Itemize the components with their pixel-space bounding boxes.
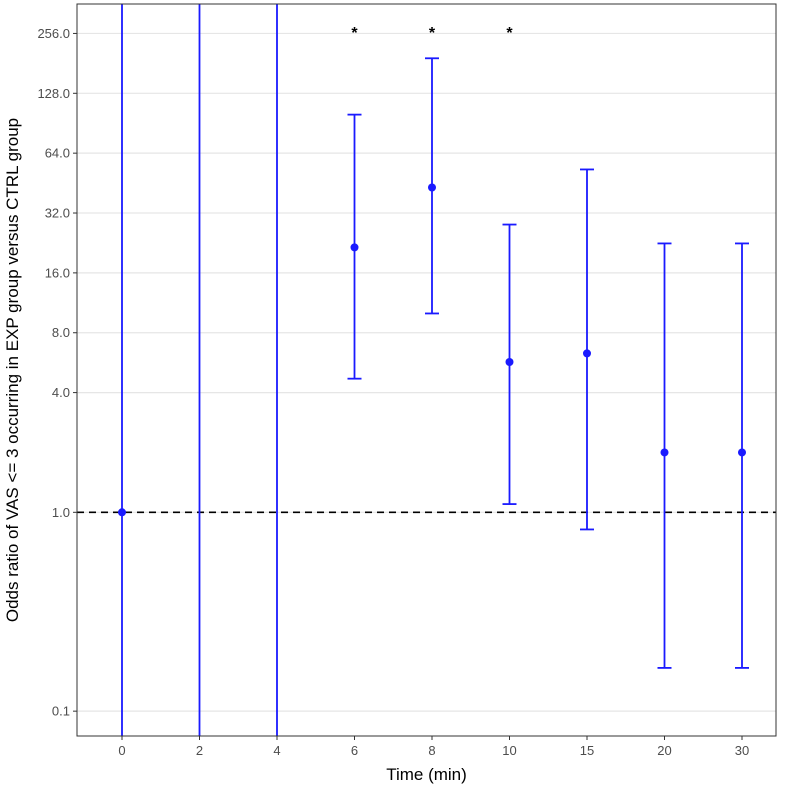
point-10 xyxy=(505,358,514,367)
x-tick-label-20: 20 xyxy=(657,743,671,758)
grid-lines xyxy=(77,32,776,712)
y-tick-label-8: 256.0 xyxy=(37,26,70,41)
x-axis-title: Time (min) xyxy=(386,765,467,784)
x-tick-label-30: 30 xyxy=(735,743,749,758)
significance-star-10: * xyxy=(506,25,513,42)
error-bars xyxy=(121,4,749,736)
point-20 xyxy=(660,448,669,457)
y-tick-label-5: 32.0 xyxy=(45,206,70,221)
significance-markers: * * * xyxy=(351,25,513,42)
x-tick-label-15: 15 xyxy=(580,743,594,758)
point-8 xyxy=(428,183,436,192)
y-tick-label-2: 4.0 xyxy=(52,385,70,400)
significance-star-8: * xyxy=(429,25,436,42)
y-tick-label-4: 16.0 xyxy=(45,265,70,280)
y-axis-ticks: 0.1 1.0 4.0 8.0 16.0 32.0 64.0 128.0 256.0 xyxy=(37,26,77,719)
point-30 xyxy=(738,448,746,457)
x-tick-label-6: 6 xyxy=(351,743,358,758)
x-tick-label-0: 0 xyxy=(118,743,125,758)
point-estimates xyxy=(118,183,746,517)
plot-frame xyxy=(76,3,777,737)
y-tick-label-3: 8.0 xyxy=(52,325,70,340)
y-tick-label-6: 64.0 xyxy=(45,146,70,161)
y-tick-label-1: 1.0 xyxy=(52,505,70,520)
y-tick-label-7: 128.0 xyxy=(37,86,70,101)
y-tick-label-0: 0.1 xyxy=(52,704,70,719)
point-6 xyxy=(350,243,359,252)
y-axis-title: Odds ratio of VAS <= 3 occurring in EXP … xyxy=(3,118,22,622)
x-tick-label-2: 2 xyxy=(196,743,203,758)
point-15 xyxy=(583,349,591,358)
x-axis-ticks: 0 2 4 6 8 10 15 20 30 xyxy=(118,736,749,758)
x-tick-label-8: 8 xyxy=(428,743,435,758)
x-tick-label-10: 10 xyxy=(502,743,516,758)
x-tick-label-4: 4 xyxy=(273,743,280,758)
point-0 xyxy=(118,508,126,517)
significance-star-6: * xyxy=(351,25,358,42)
